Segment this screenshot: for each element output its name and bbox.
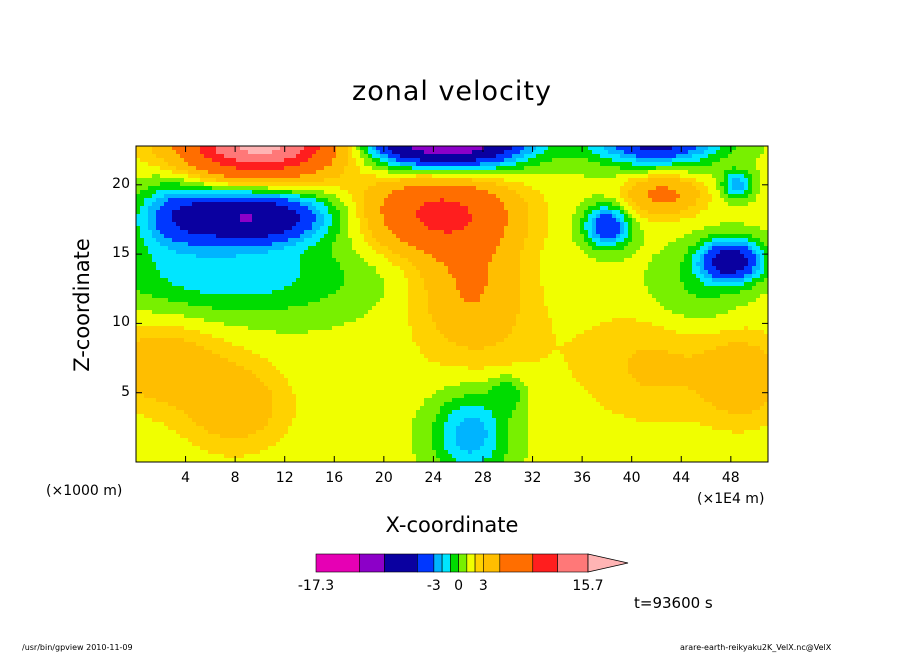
- y-tick-label: 20: [112, 175, 130, 192]
- colorbar-tick-label: -17.3: [297, 578, 335, 594]
- time-label: t=93600 s: [634, 594, 713, 612]
- colorbar-tick-label: 15.7: [572, 578, 604, 594]
- x-tick-label: 8: [230, 470, 240, 486]
- y-tick-label: 10: [112, 314, 130, 331]
- footer-right: arare-earth-reikyaku2K_VelX.nc@VelX: [680, 643, 832, 652]
- y-tick-label: 15: [112, 245, 130, 262]
- colorbar-segment: [359, 553, 385, 573]
- x-tick-label: 4: [181, 470, 191, 486]
- y-tick-label: 5: [121, 383, 130, 400]
- colorbar-segment: [441, 553, 451, 573]
- x-tick-label: 36: [573, 470, 592, 486]
- colorbar-segment: [474, 553, 484, 573]
- x-unit-left: (×1000 m): [46, 483, 123, 499]
- x-tick-label: 12: [275, 470, 294, 486]
- x-tick-label: 16: [325, 470, 344, 486]
- colorbar-segment: [417, 553, 435, 573]
- colorbar-segment: [315, 553, 360, 573]
- x-unit-right: (×1E4 m): [697, 491, 765, 507]
- x-tick-label: 40: [622, 470, 641, 486]
- colorbar-tick-label: 0: [454, 578, 464, 594]
- x-tick-label: 44: [672, 470, 691, 486]
- colorbar-segment: [466, 553, 476, 573]
- x-tick-label: 20: [374, 470, 393, 486]
- y-axis-label: Z-coordinate: [70, 238, 94, 372]
- colorbar-tick-label: -3: [426, 578, 441, 594]
- x-axis-label: X-coordinate: [385, 513, 519, 537]
- colorbar-tick-label: 3: [478, 578, 488, 594]
- plot-frame: [135, 145, 769, 463]
- heatmap-cells: [136, 146, 769, 463]
- colorbar-segment: [557, 553, 589, 573]
- colorbar-segment: [450, 553, 459, 573]
- colorbar-segment: [532, 553, 558, 573]
- x-tick-label: 28: [474, 470, 492, 486]
- colorbar-segment: [499, 553, 534, 573]
- x-tick-label: 24: [424, 470, 443, 486]
- footer-left: /usr/bin/gpview 2010-11-09: [22, 643, 133, 652]
- chart-title: zonal velocity: [352, 76, 552, 107]
- colorbar: [315, 553, 629, 573]
- colorbar-segment: [433, 553, 443, 573]
- colorbar-segment: [458, 553, 468, 573]
- colorbar-segment: [384, 553, 418, 573]
- x-tick-label: 32: [523, 470, 542, 486]
- colorbar-segment: [483, 553, 501, 573]
- x-tick-label: 48: [721, 470, 740, 486]
- colorbar-extend-arrow: [587, 553, 629, 573]
